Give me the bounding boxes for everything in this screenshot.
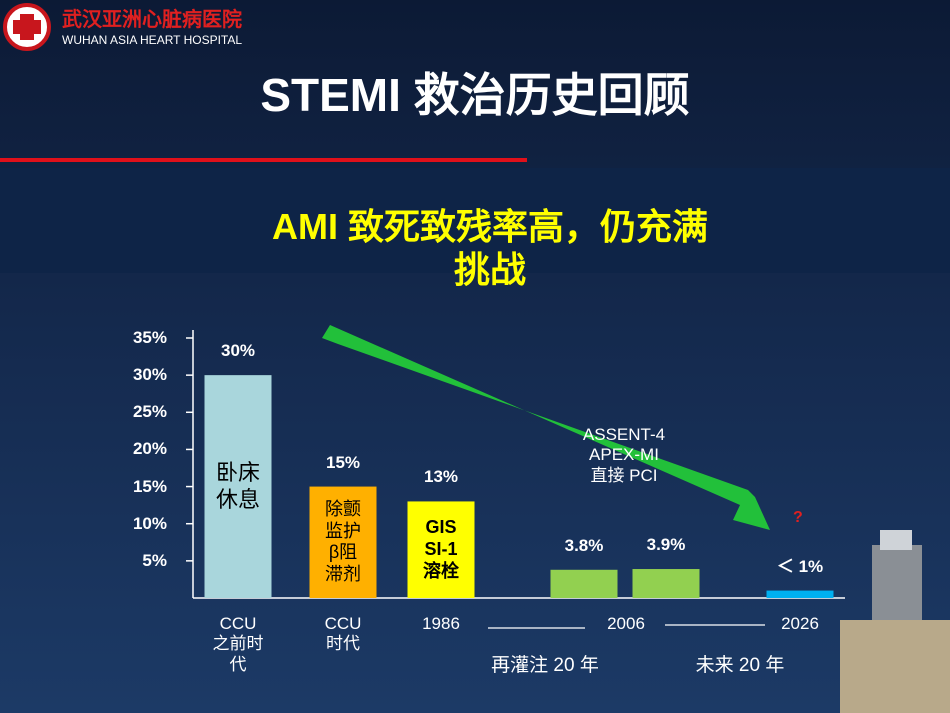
x-tick-label: 1986	[422, 614, 460, 633]
subtitle-band	[0, 168, 950, 273]
era-label: 再灌注 20 年	[491, 655, 599, 676]
y-tick-label: 5%	[142, 550, 167, 570]
bar	[407, 501, 475, 598]
y-tick-label: 25%	[132, 402, 167, 422]
x-tick-label: 2026	[781, 614, 819, 633]
y-tick-label: 10%	[132, 513, 167, 533]
bar-text: GIS SI-1 溶栓	[423, 517, 459, 581]
x-tick-label: CCU 之前时 代	[212, 614, 264, 674]
y-tick-label: 20%	[132, 439, 167, 459]
building	[840, 530, 950, 713]
bar	[766, 590, 834, 598]
bar	[632, 569, 700, 598]
era-label: 未来 20 年	[695, 655, 785, 676]
question-mark: ?	[793, 509, 803, 526]
value-label: ＜ 1%	[776, 556, 824, 576]
bar	[204, 375, 272, 598]
trend-arrow	[322, 325, 770, 530]
bar-text: 除颤 监护 β阻 滞剂	[325, 499, 361, 584]
logo-cross	[13, 14, 41, 40]
logo-en: WUHAN ASIA HEART HOSPITAL	[62, 33, 243, 47]
value-label: 3.9%	[646, 535, 686, 555]
value-label: 3.8%	[564, 535, 604, 555]
bar	[309, 486, 377, 598]
y-tick-label: 15%	[132, 476, 167, 496]
bar-text: 卧床 休息	[215, 460, 261, 512]
x-tick-label: CCU 时代	[324, 614, 362, 654]
value-label: 13%	[423, 467, 459, 487]
y-tick-label: 35%	[132, 328, 167, 347]
trial-note: ASSENT-4 APEX-MI 直接 PCI	[582, 425, 666, 485]
title: STEMI 救治历史回顾	[260, 69, 690, 121]
x-tick-label: 2006	[607, 614, 645, 633]
bar	[550, 569, 618, 598]
subtitle: AMI 致死致残率高，仍充满挑战	[272, 206, 708, 291]
era-arrows	[488, 624, 765, 629]
value-label: 30%	[220, 341, 256, 361]
y-tick-label: 30%	[132, 365, 167, 385]
value-label: 15%	[325, 452, 361, 472]
logo-cn: 武汉亚洲心脏病医院	[62, 9, 242, 31]
